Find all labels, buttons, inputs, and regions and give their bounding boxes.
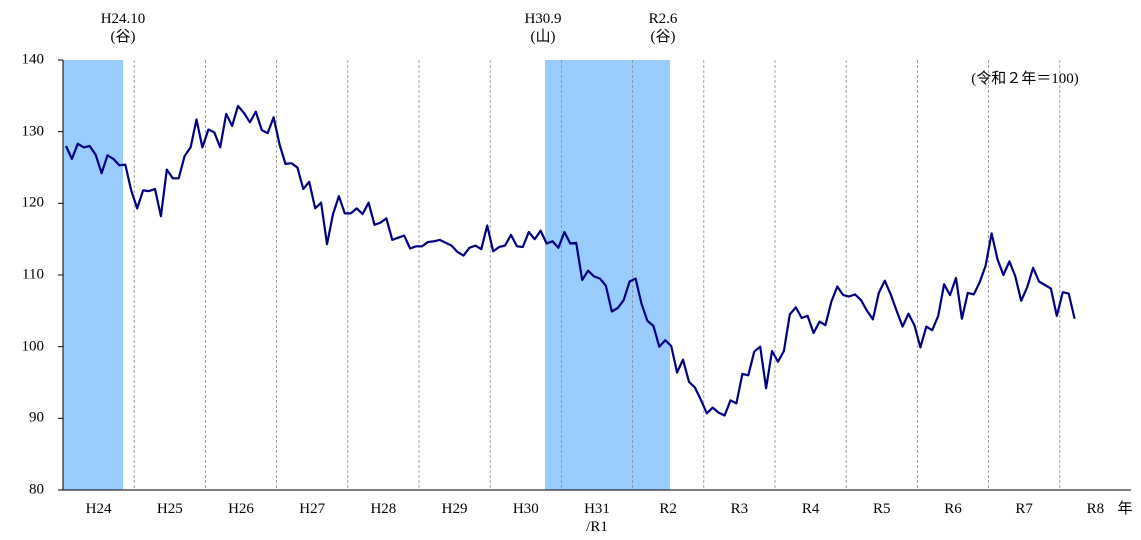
- y-tick-label: 130: [21, 123, 45, 140]
- y-tick-label: 100: [21, 338, 45, 355]
- x-tick-label: H31 /R1: [584, 501, 610, 535]
- x-tick-label: R5: [873, 501, 891, 517]
- x-tick-label: H28: [370, 501, 397, 517]
- x-tick-label: H30: [512, 501, 539, 517]
- x-tick-label: H25: [156, 501, 183, 517]
- y-tick-label: 90: [29, 409, 44, 426]
- x-tick-label: R7: [1015, 501, 1033, 517]
- y-tick-label: 140: [21, 51, 45, 68]
- x-tick-label: R6: [944, 501, 962, 517]
- x-tick-label: R3: [730, 501, 749, 517]
- x-tick-label: H29: [441, 501, 468, 517]
- note: (令和２年＝100): [971, 71, 1079, 87]
- x-tick-label: H27: [299, 501, 326, 517]
- contraction-shade: [545, 60, 670, 490]
- y-tick-label: 120: [21, 194, 45, 211]
- x-tick-label: R2: [659, 501, 677, 517]
- y-tick-label: 80: [29, 481, 44, 498]
- x-tick-label: H24: [85, 501, 112, 517]
- y-tick-label: 110: [22, 266, 44, 283]
- x-tick-label: R4: [801, 501, 820, 517]
- annotation: H24.10 (谷): [100, 11, 146, 45]
- x-axis-unit: 年: [1117, 501, 1133, 517]
- x-tick-label: R8: [1086, 501, 1105, 517]
- annotation: H30.9 (山): [524, 11, 562, 45]
- annotation: R2.6 (谷): [648, 11, 678, 45]
- contraction-shade: [63, 60, 123, 490]
- series-line: [64, 104, 1076, 417]
- x-tick-label: H26: [228, 501, 254, 517]
